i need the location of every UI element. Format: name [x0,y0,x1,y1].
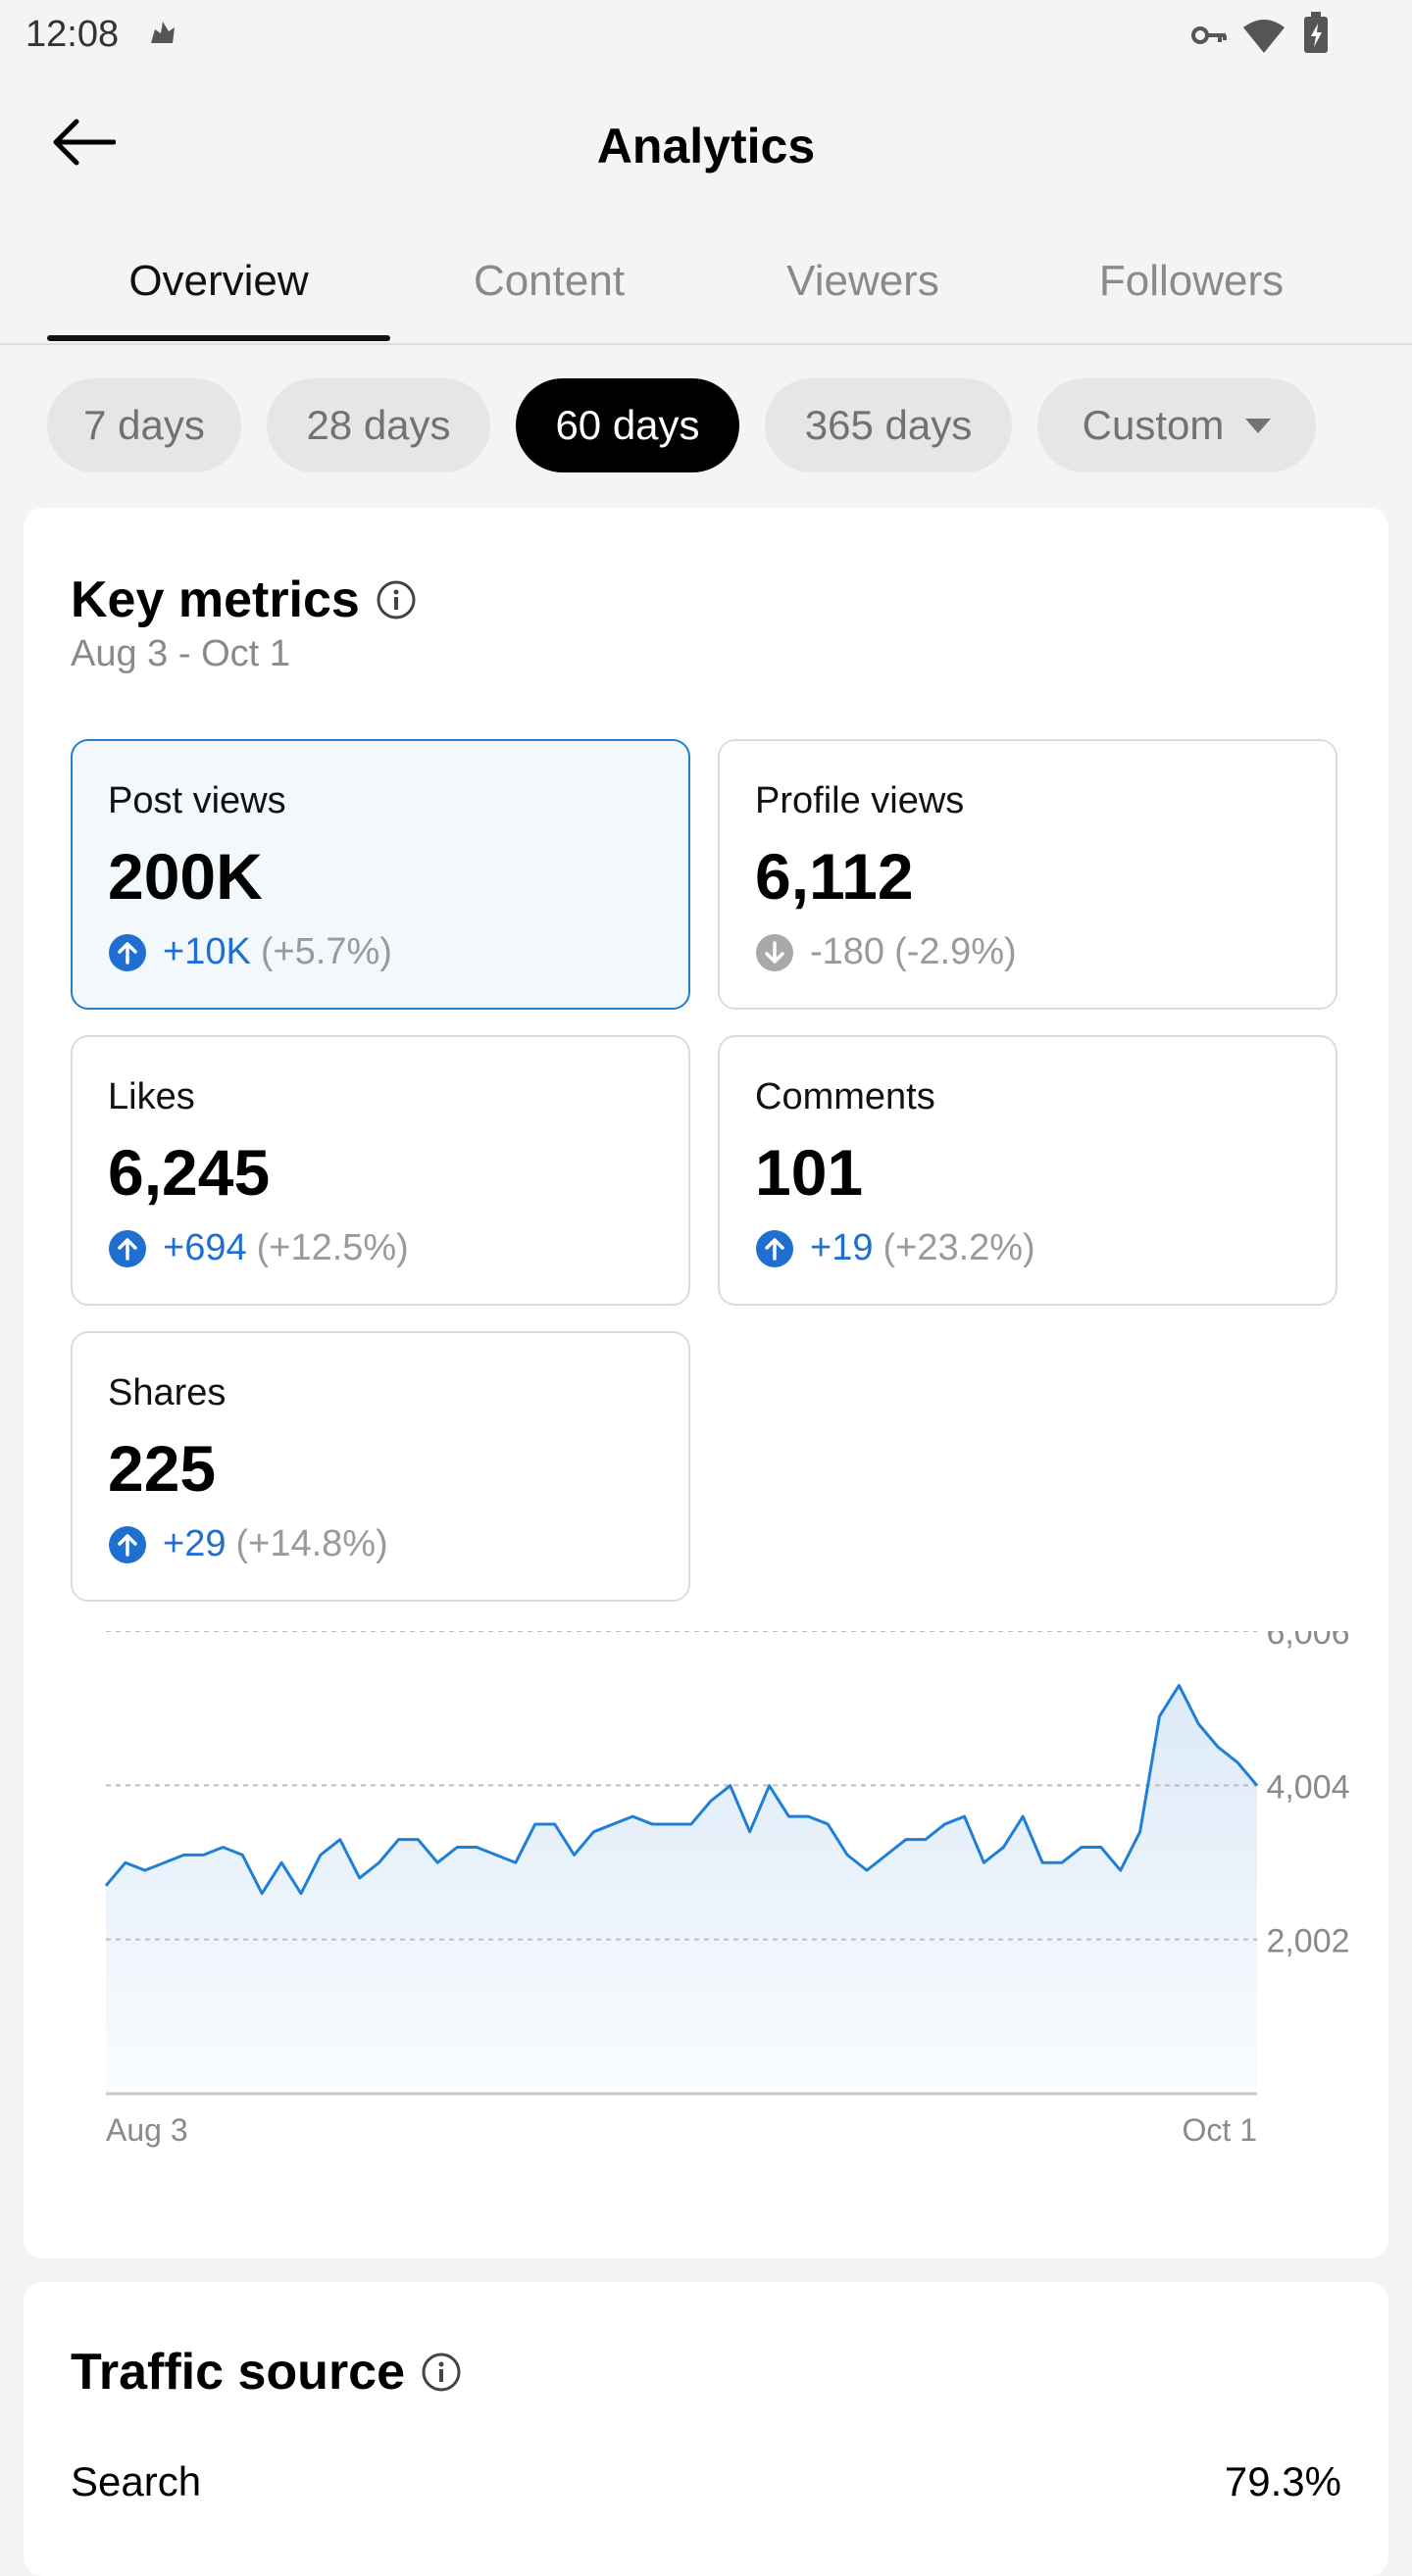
date-range: Aug 3 - Oct 1 [71,633,290,674]
traffic-source-title-text: Traffic source [71,2344,406,2401]
notification-icon [143,14,182,58]
metric-post-views[interactable]: Post views 200K +10K (+5.7%) [71,739,690,1010]
metric-value: 6,112 [755,840,914,913]
wifi-icon [1241,16,1286,60]
arrow-up-circle-icon [109,1525,146,1563]
metric-delta: +10K [163,931,251,972]
area-chart-svg: 6,006 4,004 2,002 Aug 3 Oct 1 [104,1614,1350,2148]
vpn-key-icon [1190,18,1230,58]
metric-label: Comments [755,1076,935,1117]
metric-percent: (-2.9%) [894,931,1017,972]
chip-label: 365 days [804,402,973,448]
key-metrics-card: Key metrics Aug 3 - Oct 1 Post views 200… [24,508,1388,2258]
date-range-selector: 7 days 28 days 60 days 365 days Custom [0,378,1412,474]
tab-viewers[interactable]: Viewers [786,257,939,305]
arrow-down-circle-icon [756,933,793,971]
tab-content[interactable]: Content [473,257,626,305]
chip-label: 60 days [555,402,700,448]
metric-change: +694 (+12.5%) [108,1227,409,1269]
status-bar: 12:08 [0,0,1412,71]
battery-icon [1302,12,1330,60]
traffic-row-search: Search 79.3% [71,2458,1341,2505]
metric-value: 200K [108,840,263,913]
app-bar: Analytics [0,88,1412,206]
range-custom-dropdown[interactable]: Custom [1037,378,1316,472]
metric-label: Shares [108,1372,227,1413]
metric-likes[interactable]: Likes 6,245 +694 (+12.5%) [71,1035,690,1306]
y-tick-label: 4,004 [1266,1768,1349,1806]
series-line [104,1683,1259,1896]
tab-indicator [47,335,390,341]
metric-value: 6,245 [108,1136,271,1209]
traffic-source-title: Traffic source [71,2343,462,2402]
metric-value: 101 [755,1136,864,1209]
info-icon[interactable] [421,2352,462,2393]
chip-label: 7 days [83,402,205,448]
x-tick-label: Aug 3 [106,2112,188,2148]
info-icon[interactable] [376,579,417,620]
caret-down-icon [1245,418,1272,433]
metric-percent: (+12.5%) [256,1227,409,1268]
metric-delta: +19 [810,1227,874,1268]
metric-change: +29 (+14.8%) [108,1523,388,1565]
metric-comments[interactable]: Comments 101 +19 (+23.2%) [718,1035,1337,1306]
arrow-up-circle-icon [109,933,146,971]
chip-label: 28 days [306,402,451,448]
key-metrics-title-text: Key metrics [71,571,360,628]
range-7-days[interactable]: 7 days [47,378,241,472]
tab-overview[interactable]: Overview [128,257,309,305]
metric-percent: (+5.7%) [260,931,392,972]
post-views-chart: 6,006 4,004 2,002 Aug 3 Oct 1 [71,1614,1365,2219]
metric-value: 225 [108,1432,217,1505]
metric-percent: (+23.2%) [882,1227,1035,1268]
metric-delta: +29 [163,1523,227,1564]
metric-change: -180 (-2.9%) [755,931,1017,973]
y-tick-label: 2,002 [1266,1923,1349,1960]
range-60-days[interactable]: 60 days [516,378,739,472]
metric-shares[interactable]: Shares 225 +29 (+14.8%) [71,1331,690,1602]
key-metrics-title: Key metrics [71,570,417,629]
y-tick-label: 6,006 [1266,1631,1349,1652]
arrow-up-circle-icon [756,1229,793,1267]
x-tick-label: Oct 1 [1183,2112,1257,2148]
traffic-source-card: Traffic source Search 79.3% [24,2282,1388,2576]
metric-delta: +694 [163,1227,247,1268]
metric-percent: (+14.8%) [235,1523,388,1564]
range-365-days[interactable]: 365 days [765,378,1012,472]
arrow-up-circle-icon [109,1229,146,1267]
chip-label: Custom [1082,402,1225,448]
status-time: 12:08 [25,14,120,55]
metric-label: Post views [108,780,286,821]
range-28-days[interactable]: 28 days [267,378,490,472]
arrow-left-icon [53,119,116,166]
metric-delta: -180 [810,931,885,972]
traffic-source-value: 79.3% [1224,2458,1341,2504]
metric-label: Likes [108,1076,195,1117]
traffic-source-label: Search [71,2458,202,2504]
metric-change: +10K (+5.7%) [108,931,392,973]
area-fill [106,1685,1257,2094]
metric-label: Profile views [755,780,965,821]
metric-profile-views[interactable]: Profile views 6,112 -180 (-2.9%) [718,739,1337,1010]
page-title: Analytics [596,119,816,173]
tab-followers[interactable]: Followers [1098,257,1285,305]
metric-change: +19 (+23.2%) [755,1227,1035,1269]
back-button[interactable] [39,108,127,176]
tab-bar: Overview Content Viewers Followers [0,216,1412,345]
